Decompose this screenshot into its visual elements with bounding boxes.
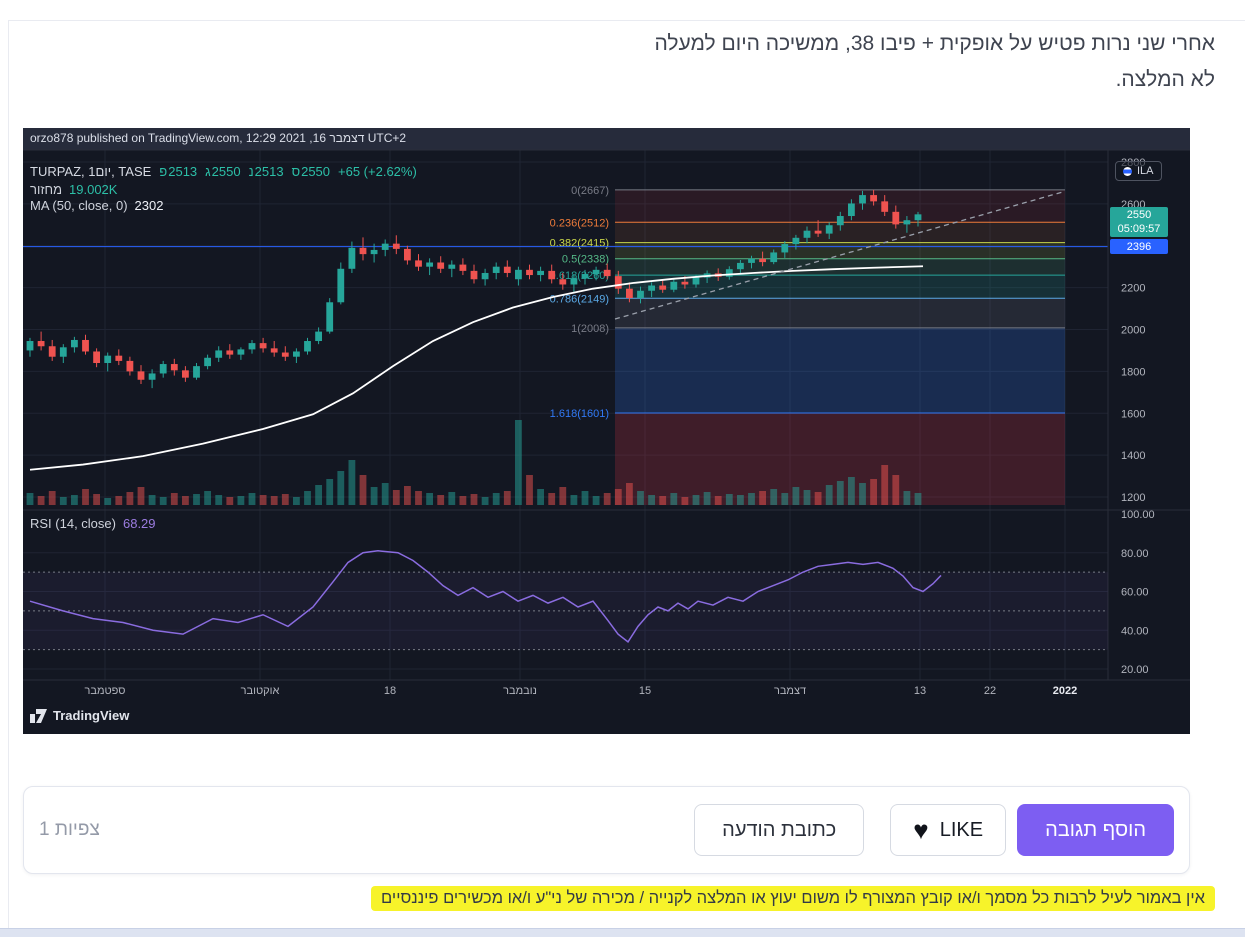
svg-text:0.382(2415): 0.382(2415): [550, 238, 609, 250]
svg-text:2000: 2000: [1121, 325, 1145, 337]
currency-badge-text: ILA: [1137, 165, 1154, 177]
like-button[interactable]: ♥ LIKE: [890, 804, 1007, 856]
ohlc-low: נ 2513: [249, 164, 284, 179]
svg-text:דצמבר: דצמבר: [774, 685, 806, 697]
svg-text:0.618(2260): 0.618(2260): [550, 270, 609, 282]
ma-label: MA (50, close, 0): [30, 198, 128, 213]
svg-text:0.5(2338): 0.5(2338): [562, 254, 609, 266]
ohlc-close-key: ס: [291, 164, 301, 179]
chart-canvas[interactable]: 0(2667) 0.236(2512) 0.382(2415) 0.5(2338) 0.…: [23, 128, 1190, 734]
comment-toolbar: 1 צפיות כתובת הודעה ♥ LIKE הוסף תגובה: [23, 786, 1190, 874]
tradingview-logo[interactable]: TradingView: [30, 708, 129, 723]
svg-text:ספטמבר: ספטמבר: [84, 685, 125, 697]
ohlc-high: ג 2550: [205, 164, 240, 179]
svg-text:0(2667): 0(2667): [571, 185, 609, 197]
like-button-label: LIKE: [939, 818, 984, 841]
svg-text:1600: 1600: [1121, 408, 1145, 420]
symbol-title: TURPAZ, 1יום, TASE: [30, 164, 152, 179]
ohlc-open-value: 2513: [168, 164, 198, 179]
price-line-badge: 2396: [1110, 239, 1168, 254]
svg-text:13: 13: [914, 685, 926, 697]
disclaimer-text: אין באמור לעיל לרבות כל מסמך ו/או קובץ ה…: [371, 886, 1215, 911]
card-top-border: [8, 20, 1245, 21]
rsi-label: RSI (14, close): [30, 516, 116, 531]
heart-icon: ♥: [913, 815, 929, 845]
svg-text:60.00: 60.00: [1121, 587, 1149, 599]
svg-text:18: 18: [384, 685, 396, 697]
card-left-border: [8, 20, 9, 928]
svg-text:נובמבר: נובמבר: [503, 685, 537, 697]
svg-text:15: 15: [639, 685, 651, 697]
ohlc-open-key: פ: [159, 164, 168, 179]
post-text-line-1: אחרי שני נרות פטיש על אופקית + פיבו 38, …: [654, 32, 1216, 55]
tradingview-logo-text: TradingView: [53, 708, 130, 723]
price-line-value: 2396: [1126, 240, 1152, 253]
svg-text:20.00: 20.00: [1121, 664, 1149, 676]
svg-text:1400: 1400: [1121, 450, 1145, 462]
ohlc-open: פ 2513: [159, 164, 197, 179]
last-price-value: 2550: [1126, 209, 1152, 221]
ohlc-close-value: 2550: [301, 164, 331, 179]
last-price-badge: 2550 05:09:57: [1110, 207, 1168, 237]
svg-text:1200: 1200: [1121, 492, 1145, 504]
volume-label: מחזור: [30, 182, 63, 197]
ohlc-low-key: נ: [248, 164, 254, 179]
bar-countdown: 05:09:57: [1117, 223, 1161, 235]
rsi-legend: RSI (14, close) 68.29: [30, 516, 156, 531]
next-section-edge: [0, 928, 1245, 937]
volume-value: 19.002K: [69, 182, 118, 197]
post-body-text: אחרי שני נרות פטיש על אופקית + פיבו 38, …: [255, 26, 1216, 98]
add-comment-button[interactable]: הוסף תגובה: [1017, 804, 1174, 856]
svg-text:22: 22: [984, 685, 996, 697]
ma-value: 2302: [134, 198, 164, 213]
message-address-button[interactable]: כתובת הודעה: [694, 804, 865, 856]
svg-text:1800: 1800: [1121, 366, 1145, 378]
ohlc-high-value: 2550: [211, 164, 241, 179]
symbol-legend: TURPAZ, 1יום, TASE פ 2513 ג 2550 נ 2513 ס 25…: [30, 164, 417, 179]
tradingview-logo-icon: [30, 708, 47, 723]
ma-legend: MA (50, close, 0) 2302: [30, 198, 163, 213]
svg-text:0.236(2512): 0.236(2512): [550, 217, 609, 229]
svg-text:1.618(1601): 1.618(1601): [550, 408, 609, 420]
volume-legend: מחזור 19.002K: [30, 182, 117, 197]
svg-text:2022: 2022: [1053, 685, 1077, 697]
disclaimer: אין באמור לעיל לרבות כל מסמך ו/או קובץ ה…: [371, 886, 1215, 911]
chart-publish-caption: orzo878 published on TradingView.com, 12…: [30, 131, 407, 145]
svg-text:100.00: 100.00: [1121, 509, 1155, 521]
views-count: 1 צפיות: [39, 819, 100, 840]
svg-text:2200: 2200: [1121, 283, 1145, 295]
post-text-line-2: לא המלצה.: [1115, 68, 1215, 91]
rsi-value: 68.29: [122, 516, 156, 531]
change-value: +65 (+2.62%): [338, 164, 417, 179]
svg-text:80.00: 80.00: [1121, 548, 1149, 560]
tradingview-chart-snapshot[interactable]: 0(2667) 0.236(2512) 0.382(2415) 0.5(2338) 0.…: [23, 128, 1190, 734]
svg-text:40.00: 40.00: [1121, 625, 1149, 637]
currency-badge: ILA: [1115, 161, 1162, 181]
ohlc-high-key: ג: [205, 164, 211, 179]
svg-text:אוקטובר: אוקטובר: [241, 685, 280, 697]
svg-text:1(2008): 1(2008): [571, 323, 609, 335]
ohlc-close: ס 2550: [292, 164, 330, 179]
ils-flag-icon: [1123, 166, 1132, 176]
ohlc-low-value: 2513: [254, 164, 284, 179]
svg-text:0.786(2149): 0.786(2149): [550, 293, 609, 305]
